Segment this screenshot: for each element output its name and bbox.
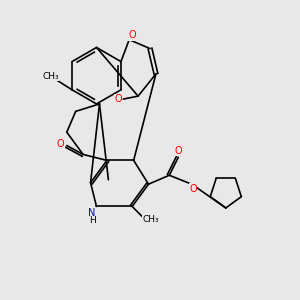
Text: O: O <box>189 184 197 194</box>
Text: O: O <box>174 146 182 156</box>
Text: CH₃: CH₃ <box>142 215 159 224</box>
Text: O: O <box>114 94 122 104</box>
Text: H: H <box>89 216 95 225</box>
Text: O: O <box>128 30 136 40</box>
Text: O: O <box>56 139 64 149</box>
Text: CH₃: CH₃ <box>42 72 59 81</box>
Text: N: N <box>88 208 96 218</box>
